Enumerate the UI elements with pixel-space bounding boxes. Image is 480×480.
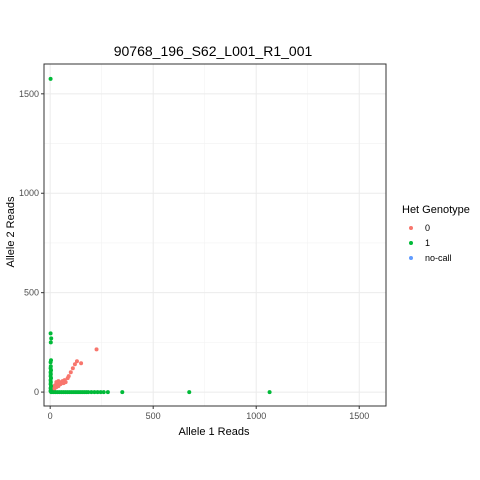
data-point-genotype-1: [187, 390, 192, 395]
data-point-genotype-0: [72, 362, 77, 367]
data-point-genotype-0: [66, 374, 71, 379]
y-axis-ticks: 0 500 1000 1500: [19, 89, 44, 397]
x-axis-label: Allele 1 Reads: [179, 426, 250, 438]
data-point-genotype-1: [267, 390, 272, 395]
data-point-genotype-1: [95, 390, 100, 395]
x-tick-label: 1500: [349, 411, 369, 421]
data-point-genotype-1: [48, 340, 53, 345]
chart-title: 90768_196_S62_L001_R1_001: [114, 43, 313, 59]
x-tick-label: 500: [146, 411, 161, 421]
data-point-genotype-1: [101, 390, 106, 395]
data-point-genotype-1: [89, 390, 94, 395]
data-point-genotype-0: [68, 370, 73, 375]
legend-entries: 0 1 no-call: [409, 223, 452, 263]
x-tick-label: 1000: [246, 411, 266, 421]
x-tick-label: 0: [48, 411, 53, 421]
legend-key-0: [409, 226, 413, 230]
data-point-genotype-0: [79, 361, 84, 366]
plot-panel-border: [43, 63, 387, 407]
minor-gridlines: [44, 64, 386, 406]
y-tick-label: 1500: [19, 89, 39, 99]
data-point-genotype-1: [98, 390, 103, 395]
plot-panel-background: [44, 64, 386, 406]
legend: Het Genotype 0 1 no-call: [402, 204, 470, 263]
legend-label-0: 0: [425, 223, 430, 233]
data-point-genotype-1: [92, 390, 97, 395]
data-point-genotype-1: [120, 390, 125, 395]
data-point-genotype-0: [74, 359, 79, 364]
data-point-genotype-1: [86, 390, 91, 395]
data-point-genotype-0: [63, 380, 68, 385]
data-point-genotype-0: [56, 379, 61, 384]
data-point-genotype-1: [48, 331, 53, 336]
data-point-genotype-1: [48, 360, 53, 365]
legend-title: Het Genotype: [402, 204, 470, 216]
y-tick-label: 0: [34, 387, 39, 397]
data-point-genotype-1: [49, 336, 54, 341]
x-axis-ticks: 0 500 1000 1500: [48, 406, 369, 421]
data-point-genotype-1: [48, 76, 53, 81]
y-tick-label: 500: [24, 288, 39, 298]
data-points: [48, 76, 272, 395]
legend-label-no-call: no-call: [425, 253, 452, 263]
data-point-genotype-1: [105, 390, 110, 395]
y-axis-label: Allele 2 Reads: [5, 196, 17, 267]
plot-panel: [43, 63, 387, 407]
data-point-genotype-0: [94, 347, 99, 352]
legend-label-1: 1: [425, 238, 430, 248]
data-point-genotype-0: [70, 366, 75, 371]
legend-key-no-call: [409, 256, 413, 260]
y-tick-label: 1000: [19, 188, 39, 198]
legend-key-1: [409, 241, 413, 245]
